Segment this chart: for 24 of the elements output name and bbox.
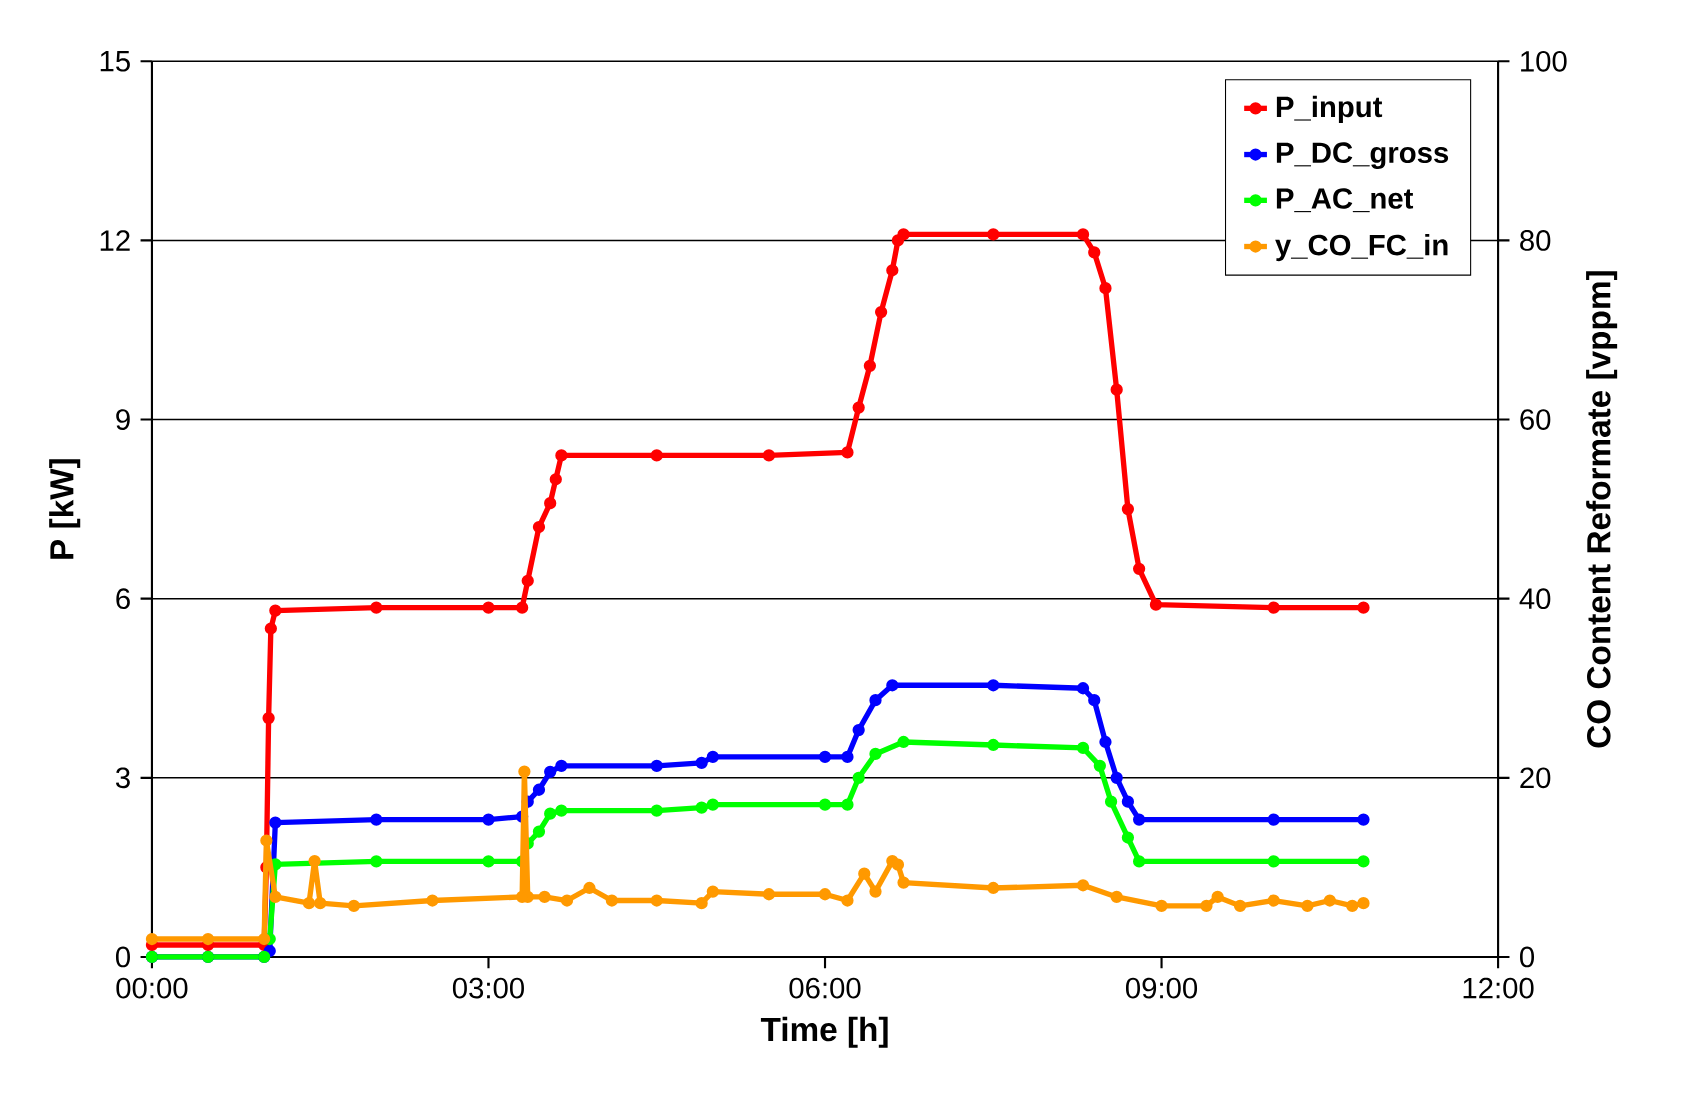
y-tick-label: 0: [115, 946, 130, 968]
y-tick-label: 12: [100, 230, 130, 251]
y-tick-label: 15: [100, 51, 130, 72]
y2-tick-label: 60: [1520, 409, 1551, 431]
legend-label: P_input: [1276, 95, 1383, 124]
legend-label: P_DC_gross: [1276, 142, 1449, 170]
y2-tick-label: 0: [1520, 946, 1535, 968]
y-tick-label: 3: [115, 767, 130, 789]
x-tick-label: 06:00: [789, 977, 861, 999]
y-tick-label: 9: [116, 409, 130, 431]
x-tick-label: 09:00: [1125, 977, 1198, 999]
y-tick-label: 6: [116, 588, 130, 610]
legend-label: P_AC_net: [1276, 188, 1414, 213]
y2-tick-label: 80: [1520, 230, 1551, 252]
y2-tick-label: 100: [1521, 51, 1567, 72]
legend-label: y_CO_FC_in: [1275, 234, 1448, 262]
x-tick-label: 03:00: [452, 977, 524, 999]
x-tick-label: 00:00: [116, 977, 188, 999]
y2-tick-label: 40: [1519, 588, 1551, 610]
y-axis-title: P [kW]: [49, 459, 81, 559]
x-tick-label: 12:00: [1463, 977, 1534, 999]
y2-tick-label: 20: [1520, 767, 1551, 789]
y2-axis-title: CO Content Reformate [vppm]: [1586, 271, 1618, 748]
x-axis-title: Time [h]: [760, 1017, 888, 1049]
